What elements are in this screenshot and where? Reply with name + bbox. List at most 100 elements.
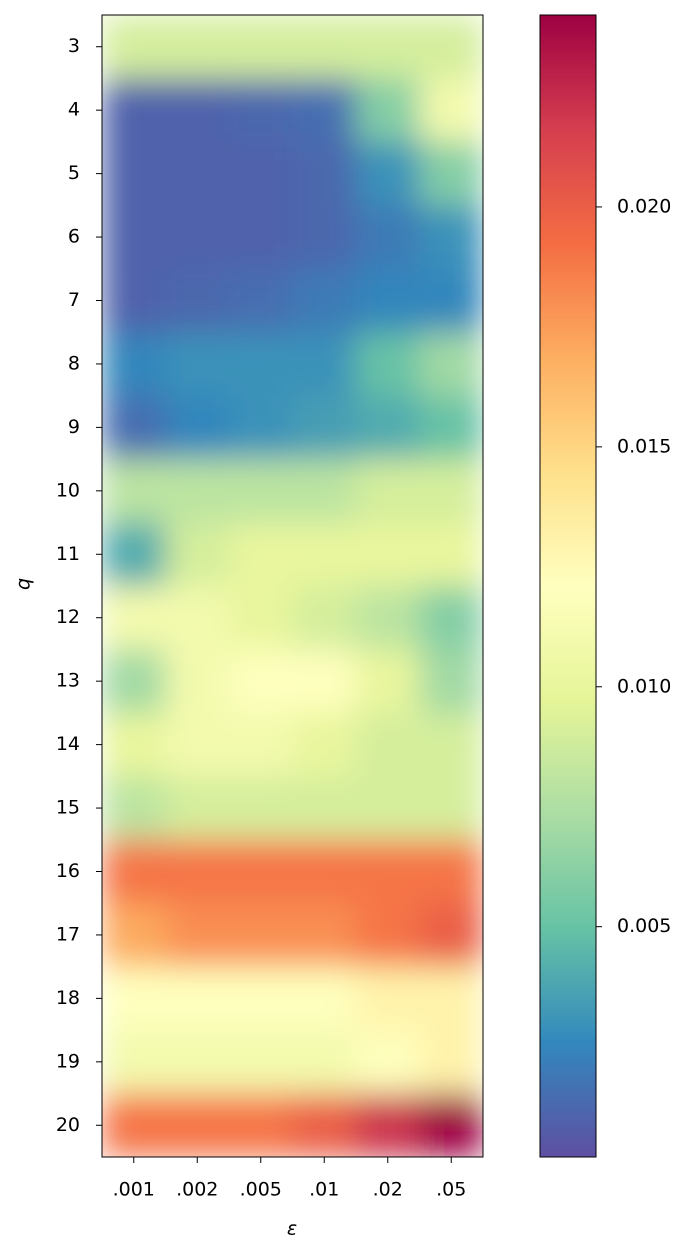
heatmap-cell: [165, 839, 230, 904]
y-tick-label: 7: [68, 289, 80, 311]
heatmap-cell: [292, 205, 357, 270]
heatmap-cell: [292, 15, 357, 79]
heatmap-cells: [102, 15, 483, 1157]
y-tick-label: 12: [56, 606, 80, 628]
heatmap-cell: [292, 966, 357, 1031]
y-tick-label: 5: [68, 162, 80, 184]
heatmap-cell: [419, 205, 483, 270]
heatmap-cell: [102, 776, 166, 841]
heatmap-cell: [102, 332, 166, 397]
heatmap-cell: [165, 78, 230, 143]
y-tick-label: 6: [68, 226, 80, 248]
heatmap-cell: [229, 839, 293, 904]
x-tick-label: .001: [113, 1179, 155, 1201]
heatmap-cell: [419, 332, 483, 397]
heatmap-cell: [165, 268, 230, 333]
heatmap-cell: [102, 903, 166, 968]
x-tick-label: .002: [176, 1179, 218, 1201]
heatmap-cell: [165, 712, 230, 777]
y-tick-label: 19: [56, 1050, 80, 1072]
heatmap-cell: [356, 395, 420, 460]
heatmap-cell: [419, 903, 483, 968]
heatmap-cell: [419, 776, 483, 841]
heatmap-cell: [229, 712, 293, 777]
heatmap-cell: [229, 268, 293, 333]
heatmap-cell: [356, 522, 420, 587]
heatmap-cell: [229, 15, 293, 79]
heatmap-cell: [292, 712, 357, 777]
heatmap-cell: [292, 1093, 357, 1157]
heatmap-cell: [102, 649, 166, 714]
heatmap-cell: [356, 205, 420, 270]
y-tick-label: 14: [56, 733, 80, 755]
y-tick-label: 4: [68, 99, 80, 121]
heatmap-cell: [102, 268, 166, 333]
heatmap-cell: [165, 903, 230, 968]
y-tick-label: 18: [56, 987, 80, 1009]
y-tick-label: 10: [56, 479, 80, 501]
heatmap-cell: [419, 839, 483, 904]
heatmap-cell: [419, 395, 483, 460]
heatmap-cell: [102, 839, 166, 904]
y-tick-label: 9: [68, 416, 80, 438]
heatmap-cell: [356, 332, 420, 397]
heatmap-cell: [102, 1030, 166, 1095]
colorbar-tick-label: 0.010: [617, 675, 671, 697]
heatmap-cell: [356, 459, 420, 524]
heatmap-area: [102, 15, 483, 1157]
heatmap-cell: [292, 522, 357, 587]
heatmap-cell: [165, 1093, 230, 1157]
heatmap-cell: [229, 395, 293, 460]
heatmap-cell: [229, 459, 293, 524]
y-tick-label: 17: [56, 923, 80, 945]
heatmap-cell: [102, 966, 166, 1031]
heatmap-cell: [292, 586, 357, 650]
heatmap-cell: [292, 649, 357, 714]
heatmap-cell: [229, 332, 293, 397]
y-tick-label: 3: [68, 35, 80, 57]
heatmap-cell: [419, 459, 483, 524]
heatmap-cell: [229, 903, 293, 968]
heatmap-cell: [102, 1093, 166, 1157]
x-tick-label: .05: [436, 1179, 466, 1201]
heatmap-cell: [102, 15, 166, 79]
heatmap-cell: [356, 268, 420, 333]
heatmap-cell: [419, 268, 483, 333]
heatmap-cell: [419, 522, 483, 587]
heatmap-cell: [165, 649, 230, 714]
heatmap-cell: [292, 141, 357, 206]
heatmap-cell: [356, 776, 420, 841]
heatmap-cell: [165, 141, 230, 206]
heatmap-cell: [165, 776, 230, 841]
heatmap-cell: [165, 459, 230, 524]
heatmap-cell: [356, 1093, 420, 1157]
heatmap-cell: [102, 586, 166, 650]
heatmap-cell: [102, 141, 166, 206]
heatmap-cell: [419, 78, 483, 143]
heatmap-cell: [356, 78, 420, 143]
y-tick-label: 15: [56, 797, 80, 819]
heatmap-cell: [292, 1030, 357, 1095]
heatmap-cell: [165, 522, 230, 587]
heatmap-cell: [292, 395, 357, 460]
heatmap-cell: [356, 141, 420, 206]
heatmap-cell: [102, 712, 166, 777]
colorbar: [539, 14, 597, 1158]
y-tick-label: 8: [68, 352, 80, 374]
heatmap-cell: [229, 1030, 293, 1095]
colorbar-tick-label: 0.020: [617, 195, 671, 217]
heatmap-cell: [356, 712, 420, 777]
heatmap-cell: [356, 649, 420, 714]
x-tick-label: .01: [309, 1179, 339, 1201]
heatmap-cell: [356, 839, 420, 904]
y-tick-label: 20: [56, 1114, 80, 1136]
heatmap-cell: [356, 966, 420, 1031]
heatmap-cell: [292, 332, 357, 397]
heatmap-cell: [229, 522, 293, 587]
heatmap-cell: [419, 649, 483, 714]
heatmap-cell: [165, 586, 230, 650]
heatmap-cell: [356, 586, 420, 650]
heatmap-cell: [419, 712, 483, 777]
heatmap-cell: [419, 1030, 483, 1095]
